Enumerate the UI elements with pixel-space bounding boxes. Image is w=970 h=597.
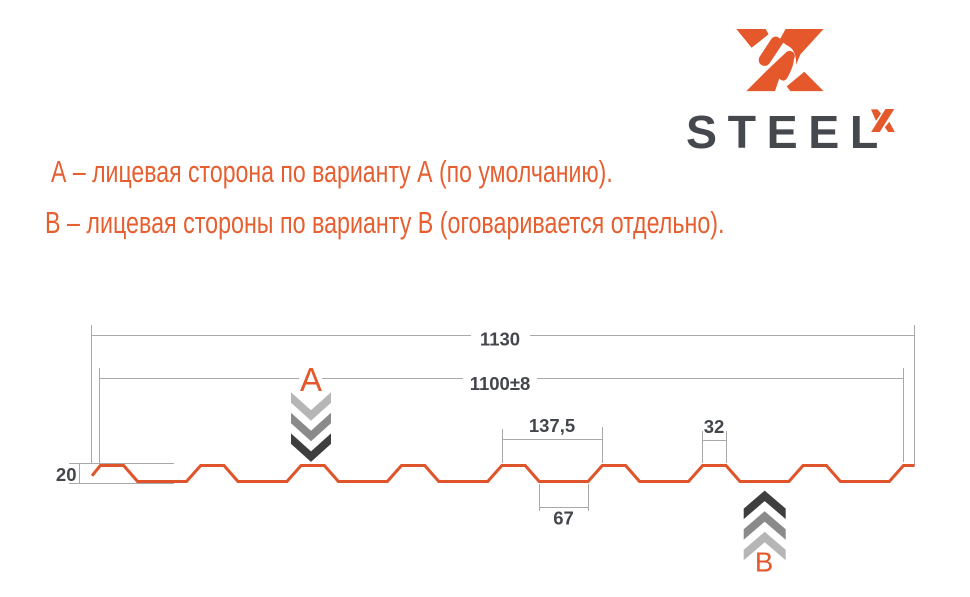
svg-text:B: B xyxy=(755,547,773,578)
svg-text:1130: 1130 xyxy=(480,329,520,350)
svg-text:20: 20 xyxy=(56,464,77,485)
svg-text:A: A xyxy=(300,361,322,398)
svg-text:67: 67 xyxy=(553,508,574,529)
svg-text:32: 32 xyxy=(704,416,725,437)
svg-text:137,5: 137,5 xyxy=(529,415,575,436)
svg-text:1100±8: 1100±8 xyxy=(470,373,531,394)
